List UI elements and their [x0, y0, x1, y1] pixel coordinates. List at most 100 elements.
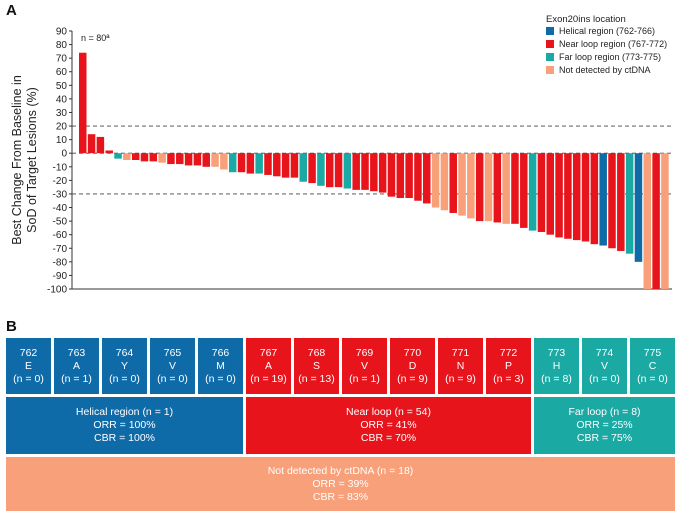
location-position: 769 [355, 346, 374, 359]
region-cbr: CBR = 75% [576, 432, 633, 444]
location-amino-acid: V [360, 359, 368, 372]
panel-a: A 90 80 70 60 50 40 30 20 10 0 -10 -20 -30 -40 -50 -60 -… [6, 2, 672, 296]
not-detected-summary: Not detected by ctDNA (n = 18) ORR = 39% C… [6, 457, 675, 511]
y-tick-label: 40 [56, 94, 68, 105]
bar [237, 153, 246, 173]
location-amino-acid: H [552, 359, 561, 372]
not-detected-title: Not detected by ctDNA (n = 18) [267, 464, 414, 477]
legend-swatch [546, 53, 554, 61]
location-amino-acid: S [312, 359, 320, 372]
legend-entry: Far loop region (773-775) [559, 52, 661, 62]
location-cell: 771 N (n = 9) [438, 338, 483, 394]
region-summary: Near loop (n = 54) ORR = 41% CBR = 70% [246, 397, 531, 454]
bar [123, 153, 131, 160]
location-cell: 763 A (n = 1) [54, 338, 99, 394]
legend-entry: Helical region (762-766) [559, 26, 655, 36]
bar [458, 153, 466, 216]
bar [387, 153, 396, 197]
bar [184, 153, 193, 166]
bar [546, 153, 555, 235]
location-cell: 774 V (n = 0) [582, 338, 627, 394]
location-count: (n = 3) [493, 372, 524, 385]
legend-title: Exon20ins location [546, 14, 626, 25]
location-position: 773 [547, 346, 566, 359]
location-count: (n = 0) [205, 372, 236, 385]
bar [661, 153, 669, 289]
location-count: (n = 1) [349, 372, 380, 385]
location-position: 774 [595, 346, 614, 359]
bar [405, 153, 413, 199]
bar [79, 52, 87, 154]
bar [140, 153, 149, 162]
y-axis-label-line2: SoD of Target Lesions (%) [25, 87, 39, 233]
bar [167, 153, 175, 165]
not-detected-cbr: CBR = 83% [312, 490, 369, 503]
bar [228, 153, 237, 173]
location-position: 762 [19, 346, 38, 359]
region-orr: ORR = 25% [576, 419, 633, 431]
bar [158, 153, 166, 163]
location-cell: 766 M (n = 0) [198, 338, 243, 394]
location-amino-acid: Y [120, 359, 128, 372]
bar [599, 153, 607, 246]
y-tick-label: 70 [56, 54, 68, 65]
bar [625, 153, 634, 254]
location-position: 763 [67, 346, 86, 359]
region-title: Far loop (n = 8) [568, 406, 641, 418]
bar [273, 153, 281, 177]
y-tick-label: -20 [53, 176, 68, 187]
location-cell: 769 V (n = 1) [342, 338, 387, 394]
bar [581, 153, 590, 242]
y-tick-label: -70 [53, 244, 68, 255]
location-count: (n = 0) [157, 372, 188, 385]
region-cbr: CBR = 100% [94, 432, 155, 444]
bar [634, 153, 643, 262]
bar [537, 153, 546, 232]
region-title: Near loop (n = 54) [346, 406, 431, 418]
bar [572, 153, 581, 241]
location-position: 767 [259, 346, 278, 359]
location-cell: 768 S (n = 13) [294, 338, 339, 394]
location-count: (n = 0) [589, 372, 620, 385]
region-summary: Helical region (n = 1) ORR = 100% CBR = 10… [6, 397, 243, 454]
bar [617, 153, 625, 251]
location-position: 771 [451, 346, 470, 359]
y-tick-label: 80 [56, 40, 68, 51]
bar [467, 153, 475, 219]
bar [475, 153, 484, 222]
region-orr: ORR = 100% [93, 419, 156, 431]
location-position: 775 [643, 346, 662, 359]
bar [361, 153, 369, 190]
waterfall-chart: 90 80 70 60 50 40 30 20 10 0 -10 -20 -30 -40 -50 -60 -70… [10, 14, 672, 296]
y-tick-label: -40 [53, 203, 68, 214]
location-position: 764 [115, 346, 134, 359]
region-title: Helical region (n = 1) [75, 406, 174, 418]
bar [423, 153, 431, 204]
location-cell: 762 E (n = 0) [6, 338, 51, 394]
location-cell: 775 C (n = 0) [630, 338, 675, 394]
bar [378, 153, 387, 193]
bar [352, 153, 360, 190]
bar [87, 134, 96, 154]
bar [246, 153, 255, 174]
location-amino-acid: C [648, 359, 657, 372]
location-cell: 773 H (n = 8) [534, 338, 579, 394]
y-tick-label: -90 [53, 271, 68, 282]
legend-swatch [546, 66, 554, 74]
bar [511, 153, 519, 224]
location-cell: 764 Y (n = 0) [102, 338, 147, 394]
bar [281, 153, 290, 178]
location-cell: 770 D (n = 9) [390, 338, 435, 394]
region-summary: Far loop (n = 8) ORR = 25% CBR = 75% [534, 397, 675, 454]
bar [255, 153, 263, 174]
location-position: 770 [403, 346, 422, 359]
location-amino-acid: E [24, 359, 32, 372]
location-amino-acid: N [456, 359, 465, 372]
bar [299, 153, 308, 182]
location-amino-acid: P [504, 359, 512, 372]
bar [449, 153, 457, 213]
bar [590, 153, 599, 245]
bar [220, 153, 228, 170]
bar [520, 153, 528, 228]
location-count: (n = 0) [637, 372, 668, 385]
